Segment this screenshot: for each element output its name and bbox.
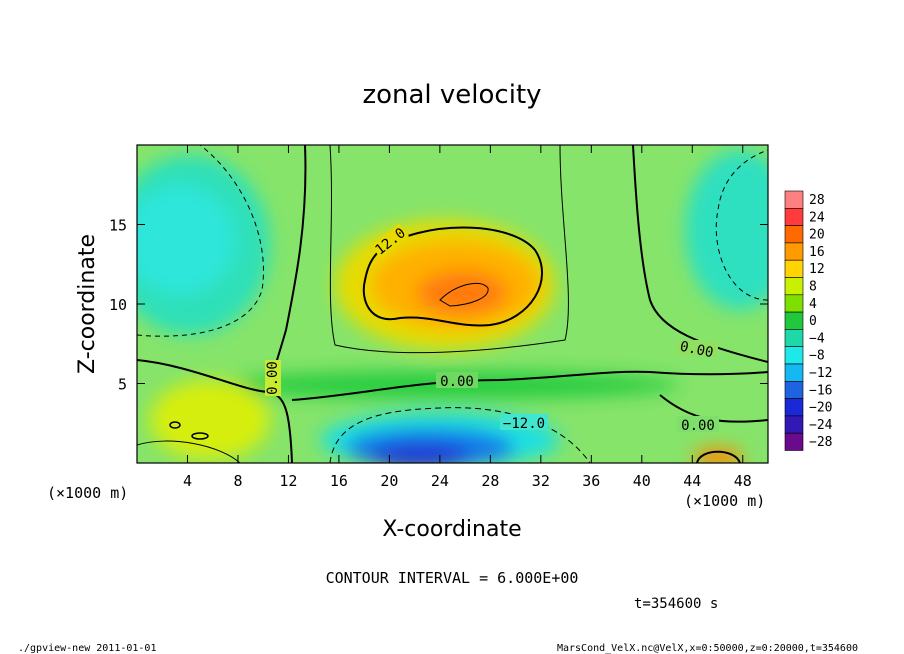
yellow-left-lower (150, 380, 270, 460)
colorbar-label: 28 (809, 193, 825, 208)
colorbar-swatch (784, 432, 804, 451)
x-tick-label: 24 (431, 472, 449, 490)
negative-region-left-core (137, 185, 235, 295)
colorbar-swatch (784, 242, 804, 261)
y-tick-label: 10 (109, 296, 127, 314)
contour-neg6-left (137, 145, 264, 337)
colorbar-label: 0 (809, 314, 817, 329)
y-tick-label: 5 (118, 376, 127, 394)
colorbar-label: 16 (809, 245, 825, 260)
contour-label-neg12: −12.0 (503, 416, 545, 432)
contour-small-left-2 (191, 432, 209, 440)
colorbar-label: −24 (809, 418, 833, 433)
footer-left: ./gpview-new 2011-01-01 (18, 643, 156, 654)
colorbar-swatch (784, 329, 804, 347)
colorbar-label: 4 (809, 297, 817, 312)
contour-neg6-right (715, 149, 768, 301)
contour-label-0-right-lower: 0.00 (681, 418, 715, 434)
contour-label-0-left: 0.00 (265, 361, 281, 395)
contour-12-right-lower (696, 450, 741, 463)
colorbar-swatch (784, 415, 804, 434)
contour-6-center-outer (329, 145, 569, 354)
colorbar-swatch (784, 398, 804, 417)
y-axis-label: Z-coordinate (75, 234, 100, 374)
colorbar-label: 20 (809, 228, 825, 243)
colorbar-label: −4 (809, 331, 825, 346)
negative-trough-core (370, 444, 470, 463)
footer-right: MarsCond_VelX.nc@VelX,x=0:50000,z=0:2000… (557, 643, 858, 654)
colorbar-label: 24 (809, 210, 825, 225)
colorbar-swatch (784, 208, 804, 226)
chart-title: zonal velocity (362, 80, 541, 110)
colorbar-label: −16 (809, 383, 832, 398)
y-axis-ticks: 5 10 15 (109, 217, 768, 394)
contour-label-0-right: 0.00 (678, 339, 714, 362)
x-tick-label: 40 (633, 472, 651, 490)
time-text: t=354600 s (634, 596, 718, 612)
colorbar-label: 8 (809, 280, 817, 295)
x-tick-label: 44 (683, 472, 701, 490)
y-tick-label: 15 (109, 217, 127, 235)
colorbar-swatch (784, 380, 804, 399)
colorbar-label: −20 (809, 401, 832, 416)
colorbar-swatch (784, 346, 804, 365)
x-unit-left: (×1000 m) (47, 484, 128, 502)
x-axis-label: X-coordinate (382, 517, 521, 542)
colorbar-swatch (784, 277, 804, 296)
colorbar-swatch (784, 225, 804, 244)
contour-6-left (137, 440, 241, 463)
colorbar-swatch (784, 294, 804, 313)
colorbar: 28 24 20 16 12 8 4 0 −4 −8 −12 −16 −20 −24 −28 (784, 190, 833, 451)
contour-label-0-mid: 0.00 (440, 374, 474, 390)
colorbar-label: −8 (809, 349, 825, 364)
colorbar-label: −28 (809, 435, 832, 450)
x-tick-label: 48 (734, 472, 752, 490)
x-tick-label: 20 (380, 472, 398, 490)
x-tick-label: 12 (279, 472, 297, 490)
contour-small-left-1 (169, 421, 181, 429)
positive-peak-right (693, 448, 743, 463)
x-tick-label: 28 (481, 472, 499, 490)
positive-peak (417, 271, 507, 315)
colorbar-swatch (784, 190, 804, 209)
contour-neg12-trough (329, 407, 591, 463)
colorbar-swatch (784, 363, 804, 382)
negative-region-right (685, 150, 768, 310)
x-tick-label: 4 (183, 472, 192, 490)
field-blobs (137, 150, 768, 463)
contour-0-mid (291, 370, 768, 401)
contour-18-center (439, 282, 489, 307)
x-tick-label: 8 (233, 472, 242, 490)
colorbar-label: −12 (809, 366, 832, 381)
contour-12-center (362, 226, 544, 327)
x-tick-label: 36 (582, 472, 600, 490)
x-tick-label: 16 (330, 472, 348, 490)
colorbar-label: 12 (809, 262, 825, 277)
x-axis-ticks: 4 8 12 16 20 24 28 32 36 40 44 48 (183, 145, 752, 490)
colorbar-swatch (784, 311, 804, 330)
x-tick-label: 32 (532, 472, 550, 490)
colorbar-swatch (784, 259, 804, 278)
plot-area: 12.0 0.00 0.00 −12.0 0.00 0.00 (137, 145, 768, 463)
x-unit-right: (×1000 m) (684, 492, 765, 510)
contour-interval-text: CONTOUR INTERVAL = 6.000E+00 (326, 569, 579, 587)
